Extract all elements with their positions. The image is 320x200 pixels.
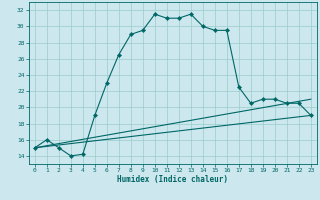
X-axis label: Humidex (Indice chaleur): Humidex (Indice chaleur): [117, 175, 228, 184]
